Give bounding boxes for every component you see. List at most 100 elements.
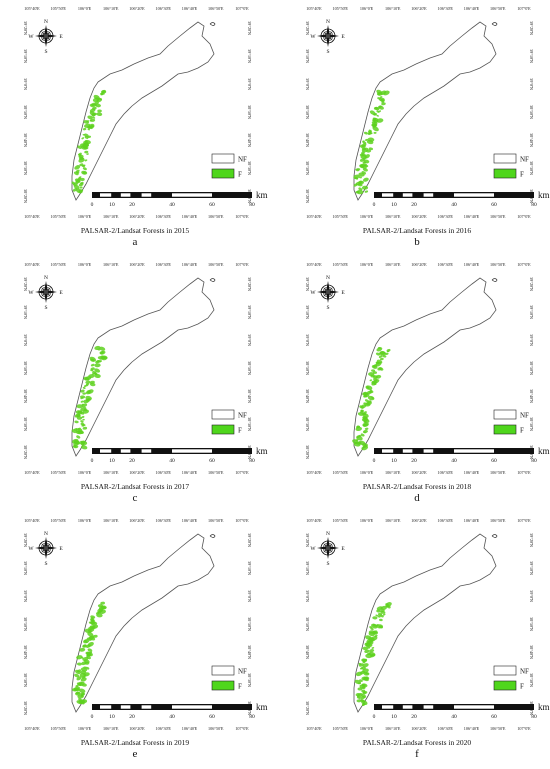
forest-patch [84, 661, 90, 665]
scale-label: 0 [91, 458, 94, 464]
lon-tick-bottom: 105°40'E [24, 214, 40, 219]
map-area [71, 533, 216, 713]
forest-patch [373, 631, 379, 635]
lon-tick-bottom: 107°0'E [517, 470, 531, 475]
lat-tick-left: 38°30'N [305, 417, 310, 431]
forest-patch [376, 347, 383, 352]
lat-tick-left: 38°50'N [23, 361, 28, 375]
lat-tick-right: 39°20'N [247, 21, 252, 35]
lat-tick-left: 38°40'N [305, 645, 310, 659]
lat-tick-right: 38°50'N [529, 617, 534, 631]
island-marker [209, 22, 216, 26]
legend: NF F [211, 409, 247, 435]
forest-patch [379, 351, 387, 356]
forest-patch [358, 662, 362, 665]
lat-tick-right: 39°0'N [529, 590, 534, 602]
scale-unit: km [256, 702, 268, 712]
compass-e: E [341, 290, 345, 296]
lat-tick-left: 39°10'N [305, 561, 310, 575]
legend: NF F [211, 153, 247, 179]
lon-tick-top: 106°10'E [385, 518, 401, 523]
forest-patch [98, 360, 102, 363]
forest-patch [360, 433, 365, 437]
lat-tick-left: 38°20'N [305, 701, 310, 715]
legend-swatch-nf [493, 409, 517, 420]
scale-label: 60 [491, 458, 497, 464]
lon-tick-top: 105°40'E [24, 6, 40, 11]
forest-patch [359, 163, 366, 168]
forest-patch [376, 118, 384, 123]
lat-tick-right: 38°50'N [529, 105, 534, 119]
lon-tick-bottom: 106°30'E [156, 214, 172, 219]
forest-patch [89, 103, 96, 108]
lat-tick-left: 38°50'N [23, 105, 28, 119]
scale-unit: km [538, 702, 550, 712]
lat-tick-right: 38°30'N [529, 417, 534, 431]
forest-patch [82, 418, 85, 421]
lon-tick-bottom: 106°50'E [208, 470, 224, 475]
region-boundary [353, 533, 497, 713]
forest-patch [380, 90, 387, 96]
lon-tick-bottom: 106°10'E [103, 214, 119, 219]
forest-patch [95, 360, 100, 364]
forest-patch [381, 102, 386, 106]
compass-e: E [59, 290, 63, 296]
forest-patch [353, 183, 358, 187]
forest-patch [362, 659, 366, 662]
lon-tick-top: 106°0'E [360, 262, 374, 267]
lat-tick-right: 38°40'N [247, 133, 252, 147]
forest-patch [96, 112, 103, 117]
forest-patch [355, 190, 360, 194]
panel-caption: PALSAR-2/Landsat Forests in 2019 [80, 738, 190, 747]
compass-w: W [28, 290, 34, 296]
legend-label: NF [520, 412, 529, 420]
forest-patch [368, 631, 375, 637]
map-panel-f: 105°40'E 105°40'E 105°50'E 105°50'E 106°0'E 1… [286, 512, 550, 762]
forest-patch [80, 692, 85, 696]
lon-tick-bottom: 106°30'E [438, 726, 454, 731]
lon-tick-top: 106°20'E [411, 262, 427, 267]
lon-tick-bottom: 106°10'E [385, 726, 401, 731]
region-boundary [71, 21, 215, 201]
scale-label: 60 [491, 202, 497, 208]
scale-label: 20 [411, 202, 417, 208]
lat-tick-left: 38°20'N [305, 445, 310, 459]
lat-tick-right: 38°30'N [529, 673, 534, 687]
forest-patch [89, 382, 96, 387]
panel-caption: PALSAR-2/Landsat Forests in 2020 [362, 738, 472, 747]
forest-patch [76, 435, 81, 439]
forest-patch [85, 380, 91, 384]
scale-label: 80 [531, 714, 537, 720]
lon-tick-bottom: 105°50'E [51, 726, 67, 731]
lon-tick-top: 106°0'E [78, 518, 92, 523]
lat-tick-left: 39°20'N [305, 277, 310, 291]
region-boundary [71, 277, 215, 457]
forest-patch [365, 138, 368, 141]
forest-patch [365, 677, 370, 680]
lon-tick-bottom: 106°10'E [103, 726, 119, 731]
compass-e: E [59, 546, 63, 552]
panel-caption: PALSAR-2/Landsat Forests in 2017 [80, 482, 190, 491]
lon-tick-top: 106°0'E [360, 518, 374, 523]
lon-tick-top: 106°50'E [490, 262, 506, 267]
map-panel-b: 105°40'E 105°40'E 105°50'E 105°50'E 106°0'E 1… [286, 0, 550, 250]
forest-patch [80, 395, 86, 399]
forest-patch [86, 153, 89, 155]
map-svg: 105°40'E 105°40'E 105°50'E 105°50'E 106°0'E 1… [305, 262, 550, 475]
forest-patch [372, 623, 377, 627]
forest-patch [357, 687, 363, 691]
lat-tick-right: 39°20'N [529, 277, 534, 291]
forest-patch [95, 103, 101, 108]
forest-patch [86, 120, 90, 123]
panel-letter: f [415, 748, 419, 760]
forest-patch [89, 118, 96, 122]
forest-patch [359, 158, 365, 162]
forest-patches [71, 601, 107, 705]
legend-swatch-f [211, 680, 235, 691]
forest-patch [355, 693, 361, 697]
scale-label: 40 [169, 458, 175, 464]
panel-letter: e [132, 748, 138, 760]
forest-patch [75, 669, 81, 675]
forest-patch [76, 655, 83, 660]
